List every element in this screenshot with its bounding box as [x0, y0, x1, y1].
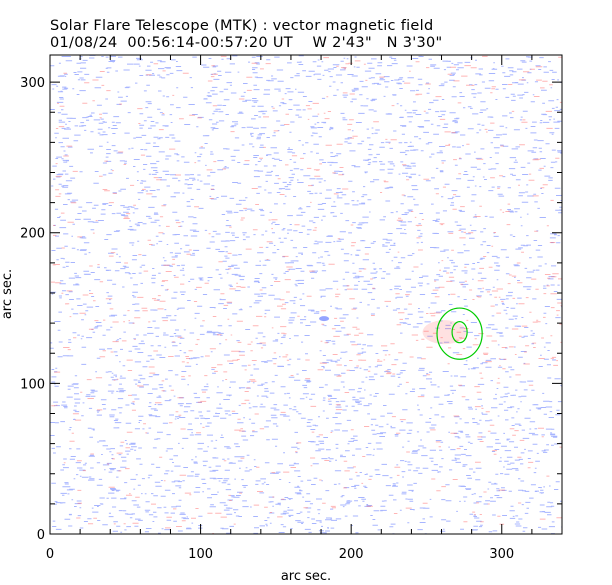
- y-axis-label: arc sec.: [0, 269, 15, 319]
- x-tick-label: 100: [188, 547, 213, 562]
- axis-ticks: [49, 55, 563, 535]
- field-contours: [436, 307, 483, 360]
- y-tick-label: 100: [20, 377, 45, 392]
- figure-title: Solar Flare Telescope (MTK) : vector mag…: [50, 18, 434, 34]
- x-tick-label: 300: [489, 547, 514, 562]
- y-tick-label: 200: [20, 227, 45, 242]
- x-tick-label: 0: [46, 547, 54, 562]
- tick-marks: [49, 55, 563, 535]
- sunspot-positive-patch: [422, 320, 467, 345]
- x-axis-label: arc sec.: [281, 569, 331, 584]
- x-tick-label: 200: [339, 547, 364, 562]
- x-tick-labels: 0 100 200 300: [46, 547, 514, 562]
- y-tick-label: 300: [20, 76, 45, 91]
- y-tick-label: 0: [37, 528, 45, 543]
- positive-field-marks: [51, 55, 562, 534]
- contour-outer: [436, 307, 483, 360]
- field-knot: [319, 316, 330, 322]
- contour-inner: [451, 321, 468, 344]
- y-tick-labels: 0 100 200 300: [20, 76, 45, 543]
- magnetic-field-vectors: [50, 55, 562, 534]
- figure-subtitle: 01/08/24 00:56:14-00:57:20 UT W 2'43" N …: [50, 35, 443, 51]
- plot-frame: [49, 54, 563, 535]
- negative-field-marks: [50, 55, 562, 534]
